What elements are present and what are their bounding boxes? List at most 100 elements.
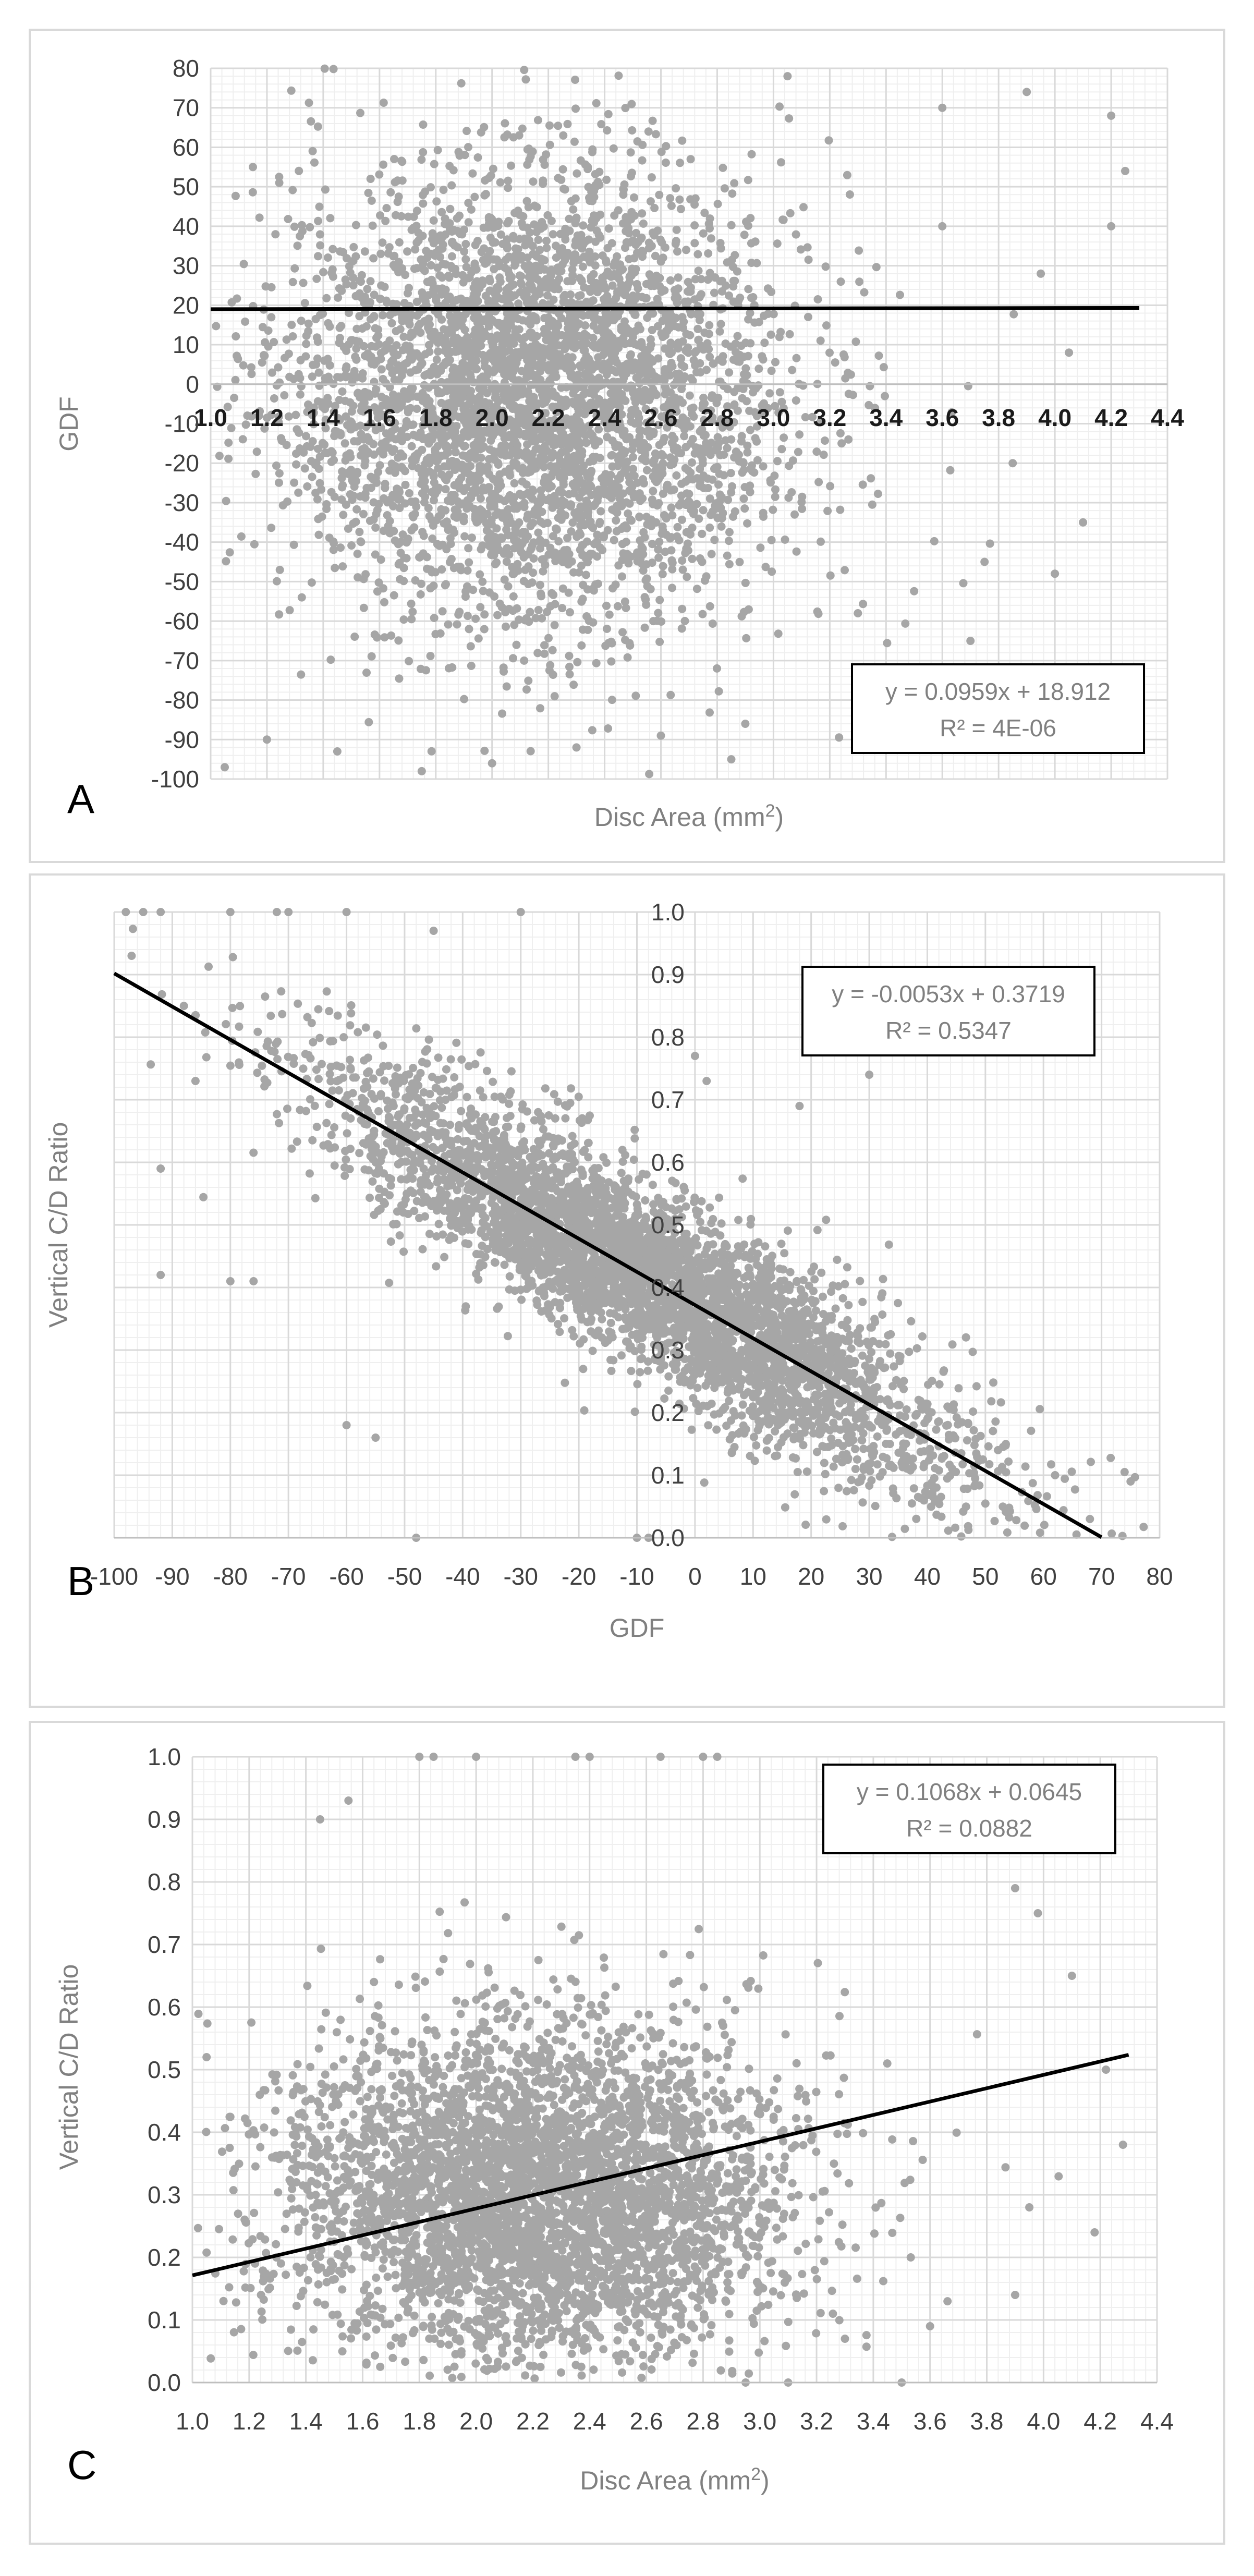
scatter-point [648,116,657,125]
scatter-point [452,513,461,522]
scatter-point [349,257,358,265]
scatter-point [537,254,545,263]
scatter-point [542,236,551,245]
scatter-point [509,133,518,142]
scatter-point [314,252,322,261]
scatter-point [626,351,635,360]
scatter-point [367,196,376,205]
scatter-point [723,417,732,426]
scatter-point [464,408,472,417]
x-tick-label: 4.2 [1094,404,1128,431]
scatter-point [405,315,413,324]
scatter-point [511,438,520,446]
scatter-point [500,549,508,558]
scatter-point [788,366,797,374]
scatter-point [511,525,520,533]
scatter-point [260,351,269,360]
scatter-point [537,425,546,434]
scatter-point [577,333,586,342]
scatter-point [379,311,387,320]
scatter-point [316,241,325,250]
scatter-point [663,423,672,432]
scatter-point [640,354,649,363]
scatter-point [677,360,686,369]
scatter-point [224,454,233,463]
scatter-point [501,608,510,616]
scatter-point [516,278,525,287]
scatter-point [315,479,324,488]
scatter-point [613,287,622,296]
scatter-point [517,529,526,538]
scatter-point [585,421,593,430]
scatter-point [744,285,753,294]
scatter-point [611,443,620,452]
scatter-point [647,340,655,349]
scatter-point [464,218,473,227]
scatter-point [401,480,410,489]
scatter-point [609,484,618,493]
scatter-point [666,453,675,462]
scatter-point [425,347,434,356]
scatter-point-outlier [333,747,342,756]
scatter-point [450,442,459,451]
scatter-point [672,313,680,322]
scatter-point [691,275,700,284]
scatter-point [479,399,488,408]
scatter-point [440,361,448,370]
scatter-point [585,616,593,625]
scatter-point [342,373,350,382]
scatter-point [308,472,316,481]
scatter-point [364,405,373,414]
scatter-point [522,685,531,694]
scatter-point [391,468,399,477]
scatter-point [637,338,646,347]
scatter-point [418,288,427,297]
scatter-point [659,562,667,570]
scatter-point [598,251,607,260]
x-tick-label: 2.2 [532,404,565,431]
scatter-point [551,440,559,449]
scatter-point [628,482,637,491]
scatter-point [701,576,709,585]
scatter-point [504,531,513,540]
scatter-point [591,435,600,444]
scatter-point [671,399,679,408]
scatter-point [267,368,276,377]
scatter-point [485,495,494,504]
scatter-point [790,510,799,519]
scatter-point [551,556,560,565]
scatter-point [659,437,667,446]
scatter-point [334,1086,343,1095]
scatter-point [347,407,356,416]
scatter-point [522,614,531,623]
scatter-points [212,64,1129,779]
scatter-point [441,506,450,515]
scatter-point [571,236,580,245]
scatter-point [359,342,368,350]
scatter-point [564,453,573,461]
scatter-point [360,398,369,407]
scatter-point [841,566,849,575]
scatter-point [385,383,394,392]
scatter-point [754,364,763,373]
scatter-point [576,291,585,300]
scatter-point [510,479,519,488]
scatter-point [441,485,450,493]
scatter-point [373,633,382,642]
scatter-point [254,411,263,420]
scatter-point [556,507,565,516]
scatter-point [212,322,221,331]
scatter-point [658,569,667,578]
scatter-point [352,344,361,353]
scatter-point [428,568,436,577]
scatter-point [519,222,528,231]
scatter-point [483,388,492,397]
scatter-point [618,628,627,637]
scatter-point [552,241,560,250]
scatter-point [478,577,487,586]
scatter-point [691,347,700,356]
scatter-point [685,391,694,400]
scatter-point [471,471,480,480]
scatter-point [883,639,892,648]
scatter-point [848,391,857,399]
